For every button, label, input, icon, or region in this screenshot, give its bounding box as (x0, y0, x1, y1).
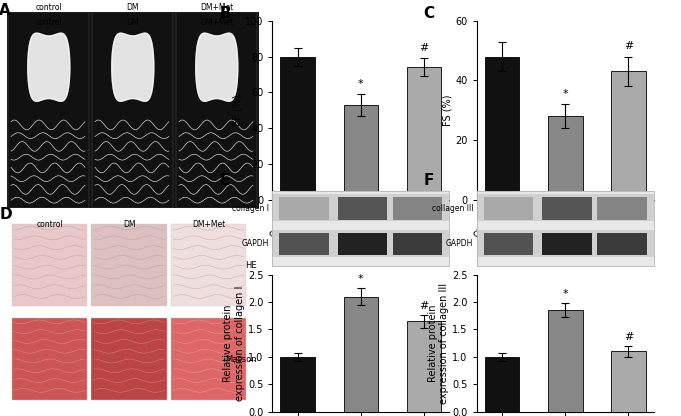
Text: A: A (0, 2, 11, 18)
Bar (272, 194, 449, 221)
Bar (92, 12, 173, 208)
Bar (344, 297, 378, 412)
Bar (407, 67, 441, 200)
Text: D: D (0, 206, 12, 222)
Bar (542, 233, 592, 255)
Bar (542, 197, 592, 220)
Bar (338, 233, 387, 255)
Polygon shape (112, 33, 154, 101)
Bar (344, 105, 378, 200)
Bar (91, 224, 167, 306)
Text: Masson: Masson (225, 354, 256, 364)
Text: DM+Met: DM+Met (200, 2, 234, 12)
Text: GAPDH: GAPDH (242, 239, 269, 248)
Bar (477, 194, 654, 221)
Text: collagen I: collagen I (232, 204, 269, 213)
Bar (170, 224, 247, 306)
Bar (12, 318, 87, 400)
Bar (7, 12, 89, 208)
Text: #: # (624, 332, 633, 342)
Bar (279, 197, 329, 220)
Bar (611, 72, 646, 200)
Bar (597, 197, 647, 220)
Polygon shape (28, 33, 70, 101)
Bar (611, 352, 646, 412)
Text: control: control (36, 220, 63, 229)
Bar (338, 197, 387, 220)
Bar (484, 233, 533, 255)
Bar (91, 318, 167, 400)
Text: collagen III: collagen III (432, 204, 473, 213)
Bar (485, 57, 520, 200)
Text: *: * (358, 274, 364, 284)
Polygon shape (196, 33, 238, 101)
Text: *: * (358, 79, 364, 89)
Text: HE: HE (244, 261, 256, 270)
Bar (12, 224, 87, 306)
Text: E: E (219, 173, 229, 188)
Bar (170, 318, 247, 400)
Text: DM: DM (127, 18, 139, 27)
Text: C: C (424, 7, 434, 22)
Text: B: B (219, 7, 231, 22)
Bar (548, 310, 582, 412)
Bar (548, 116, 582, 200)
Text: *: * (563, 289, 568, 299)
Text: DM+Met: DM+Met (192, 220, 225, 229)
Bar (393, 233, 443, 255)
Bar (484, 197, 533, 220)
Polygon shape (28, 33, 70, 101)
Y-axis label: FS (%): FS (%) (443, 94, 452, 126)
Bar (272, 230, 449, 257)
Text: F: F (424, 173, 434, 188)
Text: #: # (624, 41, 633, 51)
Polygon shape (112, 33, 154, 101)
Text: *: * (563, 89, 568, 99)
Bar (279, 233, 329, 255)
Text: DM: DM (127, 2, 139, 12)
Y-axis label: Relative protein
expression of collagen I: Relative protein expression of collagen … (223, 285, 245, 401)
Text: #: # (419, 43, 429, 53)
Y-axis label: Relative protein
expression of collagen III: Relative protein expression of collagen … (428, 282, 449, 404)
Text: #: # (419, 300, 429, 310)
Text: control: control (35, 18, 62, 27)
Bar (281, 57, 315, 200)
Polygon shape (196, 33, 238, 101)
Text: control: control (35, 2, 62, 12)
Bar (407, 321, 441, 412)
Bar (393, 197, 443, 220)
Bar (477, 230, 654, 257)
Bar (176, 12, 257, 208)
Bar (485, 357, 520, 412)
Text: GAPDH: GAPDH (446, 239, 473, 248)
Y-axis label: EF (%): EF (%) (232, 94, 242, 126)
Text: DM: DM (123, 220, 136, 229)
Text: DM+Met: DM+Met (200, 18, 234, 27)
Bar (597, 233, 647, 255)
Bar (281, 357, 315, 412)
